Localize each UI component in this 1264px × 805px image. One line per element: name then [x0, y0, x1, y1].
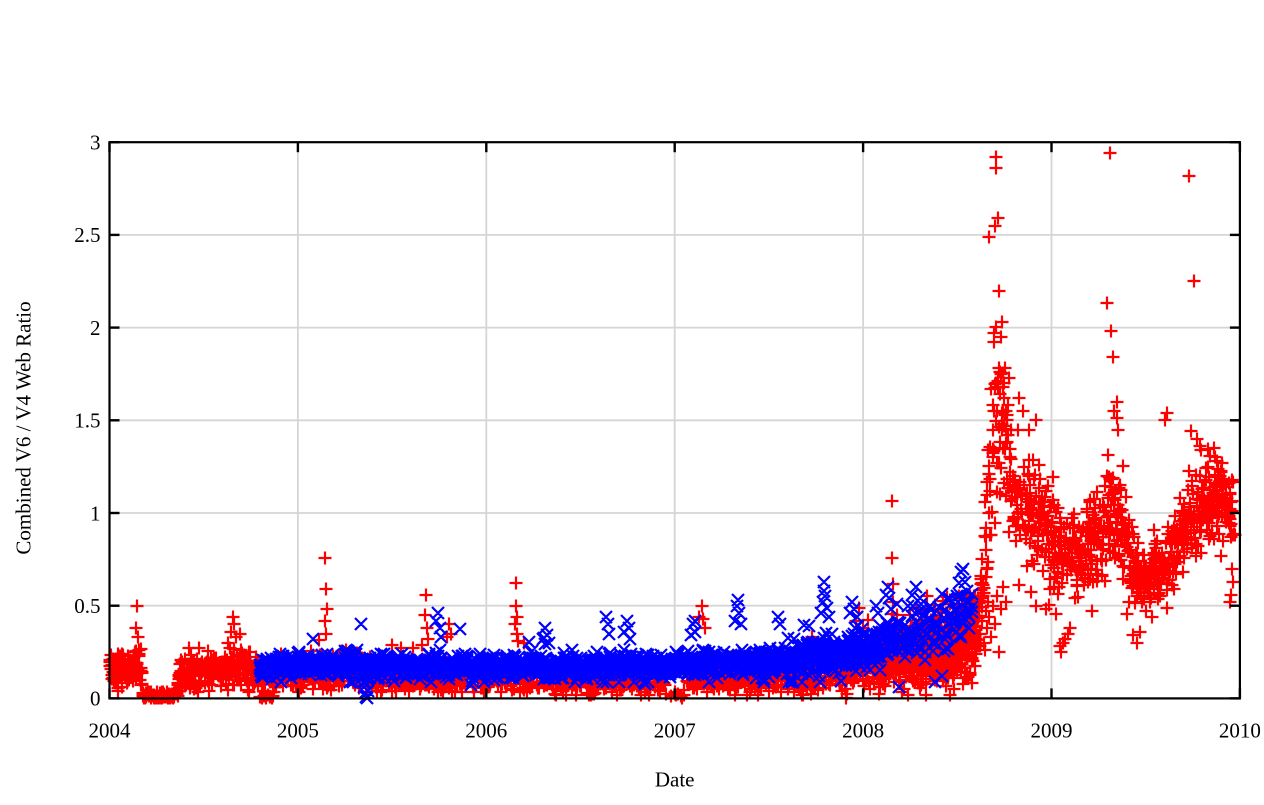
svg-text:3: 3 [90, 131, 101, 155]
svg-text:2009: 2009 [1031, 719, 1073, 743]
svg-text:2.5: 2.5 [74, 223, 100, 247]
svg-text:2004: 2004 [89, 719, 132, 743]
svg-text:2007: 2007 [654, 719, 696, 743]
svg-text:Date: Date [655, 768, 695, 792]
svg-text:1.5: 1.5 [74, 409, 100, 433]
svg-text:2010: 2010 [1219, 719, 1261, 743]
svg-text:Combined V6 / V4 Web Ratio: Combined V6 / V4 Web Ratio [12, 301, 36, 554]
svg-text:2005: 2005 [277, 719, 319, 743]
svg-text:2008: 2008 [842, 719, 884, 743]
svg-text:1: 1 [90, 501, 101, 525]
svg-text:0: 0 [90, 687, 101, 711]
svg-text:0.5: 0.5 [74, 594, 100, 618]
svg-text:2: 2 [90, 316, 101, 340]
svg-text:2006: 2006 [465, 719, 507, 743]
